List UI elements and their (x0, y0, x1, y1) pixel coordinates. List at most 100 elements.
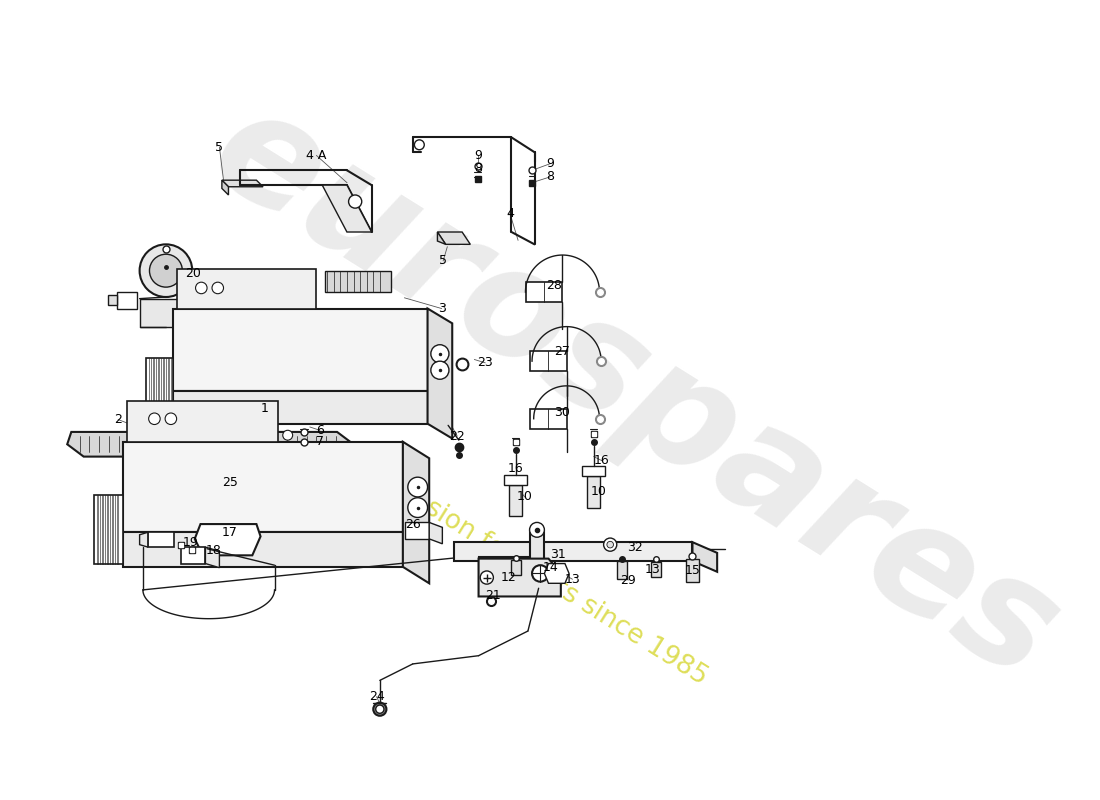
Polygon shape (478, 557, 544, 570)
Polygon shape (429, 522, 442, 544)
Bar (617, 561, 627, 579)
Polygon shape (530, 351, 566, 371)
Polygon shape (478, 558, 561, 597)
Circle shape (529, 522, 544, 538)
Polygon shape (180, 547, 206, 563)
Circle shape (376, 705, 384, 714)
Text: 4 A: 4 A (306, 149, 327, 162)
Polygon shape (428, 309, 452, 438)
Polygon shape (140, 298, 204, 326)
Circle shape (283, 430, 293, 440)
Text: 9: 9 (547, 158, 554, 170)
Polygon shape (530, 409, 566, 429)
Text: 2: 2 (114, 413, 122, 426)
Polygon shape (322, 185, 372, 232)
Text: a passion for parts since 1985: a passion for parts since 1985 (360, 457, 712, 690)
Circle shape (431, 345, 449, 363)
Text: eurospares: eurospares (186, 74, 1084, 711)
Polygon shape (177, 269, 317, 309)
Text: 6: 6 (316, 424, 323, 437)
Circle shape (349, 195, 362, 208)
Text: 27: 27 (554, 345, 571, 358)
Circle shape (165, 413, 177, 425)
Text: 13: 13 (645, 563, 660, 576)
Text: 14: 14 (543, 561, 559, 574)
Bar (651, 562, 661, 577)
Text: 28: 28 (547, 279, 562, 292)
Polygon shape (146, 358, 173, 419)
Text: 13: 13 (564, 573, 580, 586)
Text: 20: 20 (185, 267, 201, 281)
Polygon shape (128, 401, 278, 442)
Circle shape (150, 254, 183, 287)
Text: 15: 15 (684, 565, 701, 578)
Polygon shape (526, 282, 562, 302)
Text: 29: 29 (620, 574, 636, 586)
Circle shape (408, 477, 428, 497)
Text: 32: 32 (627, 541, 642, 554)
Polygon shape (544, 563, 569, 583)
Circle shape (212, 282, 223, 294)
Text: 8: 8 (546, 170, 554, 183)
Polygon shape (67, 432, 353, 457)
Polygon shape (504, 474, 527, 485)
Text: 19: 19 (183, 537, 198, 550)
Circle shape (415, 140, 425, 150)
Circle shape (532, 566, 549, 582)
Polygon shape (195, 524, 261, 555)
Circle shape (431, 361, 449, 379)
Polygon shape (530, 530, 544, 561)
Text: 3: 3 (438, 302, 446, 315)
Circle shape (196, 282, 207, 294)
Text: 8: 8 (474, 162, 482, 175)
Polygon shape (140, 532, 147, 547)
Polygon shape (582, 466, 605, 476)
Text: 16: 16 (594, 454, 609, 467)
Text: 5: 5 (216, 141, 223, 154)
Polygon shape (173, 309, 428, 390)
Circle shape (140, 244, 192, 297)
Text: 10: 10 (517, 490, 532, 503)
Circle shape (148, 413, 161, 425)
Text: 12: 12 (500, 571, 516, 584)
Text: 26: 26 (405, 518, 420, 530)
Bar (512, 560, 521, 575)
Polygon shape (123, 532, 403, 567)
Polygon shape (587, 476, 601, 508)
Polygon shape (117, 292, 138, 309)
Circle shape (481, 571, 494, 584)
Text: 22: 22 (449, 430, 465, 442)
Polygon shape (324, 271, 390, 292)
Text: 17: 17 (222, 526, 238, 538)
Text: 16: 16 (508, 462, 524, 474)
Polygon shape (403, 442, 429, 583)
Text: 23: 23 (477, 356, 493, 370)
Polygon shape (438, 232, 471, 244)
Text: 31: 31 (550, 548, 566, 561)
Polygon shape (222, 180, 263, 186)
Text: 10: 10 (591, 485, 606, 498)
Polygon shape (222, 180, 229, 195)
Text: 24: 24 (368, 690, 384, 703)
Text: 7: 7 (316, 435, 323, 448)
Polygon shape (206, 547, 219, 568)
Polygon shape (108, 295, 117, 306)
Polygon shape (509, 485, 522, 516)
Bar (686, 558, 700, 582)
Polygon shape (173, 390, 428, 424)
Circle shape (604, 538, 617, 551)
Polygon shape (405, 522, 429, 539)
Text: 4: 4 (506, 206, 514, 219)
Circle shape (607, 542, 614, 548)
Text: 5: 5 (439, 254, 448, 267)
Text: 30: 30 (554, 406, 571, 418)
Polygon shape (454, 542, 693, 561)
Text: 25: 25 (222, 477, 238, 490)
Polygon shape (693, 542, 717, 572)
Polygon shape (94, 495, 123, 563)
Text: 1: 1 (261, 402, 268, 415)
Polygon shape (147, 532, 174, 547)
Polygon shape (438, 232, 446, 244)
Polygon shape (123, 442, 403, 532)
Circle shape (408, 498, 428, 518)
